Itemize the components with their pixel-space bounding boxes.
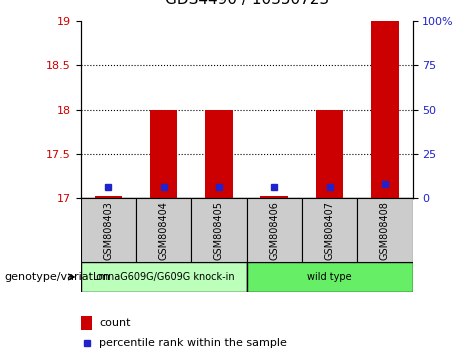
Text: GSM808404: GSM808404: [159, 201, 169, 259]
Text: GSM808408: GSM808408: [380, 201, 390, 259]
Bar: [81, 316, 92, 330]
Bar: [150, 110, 177, 198]
Bar: [247, 198, 302, 262]
Bar: [316, 110, 343, 198]
Text: percentile rank within the sample: percentile rank within the sample: [99, 338, 287, 348]
Bar: [205, 110, 233, 198]
Text: GSM808403: GSM808403: [103, 201, 113, 259]
Bar: [81, 262, 247, 292]
Text: GSM808407: GSM808407: [325, 201, 335, 259]
Bar: [136, 198, 191, 262]
Text: genotype/variation: genotype/variation: [5, 272, 111, 282]
Bar: [95, 196, 122, 198]
Text: LmnaG609G/G609G knock-in: LmnaG609G/G609G knock-in: [93, 272, 235, 282]
Text: wild type: wild type: [307, 272, 352, 282]
Text: count: count: [99, 318, 130, 328]
Bar: [81, 198, 136, 262]
Bar: [247, 262, 413, 292]
Bar: [302, 198, 357, 262]
Bar: [260, 196, 288, 198]
Bar: [371, 21, 399, 198]
Text: GSM808405: GSM808405: [214, 201, 224, 259]
Bar: [191, 198, 247, 262]
Bar: [357, 198, 413, 262]
Text: GSM808406: GSM808406: [269, 201, 279, 259]
Text: GDS4490 / 10350723: GDS4490 / 10350723: [165, 0, 329, 7]
